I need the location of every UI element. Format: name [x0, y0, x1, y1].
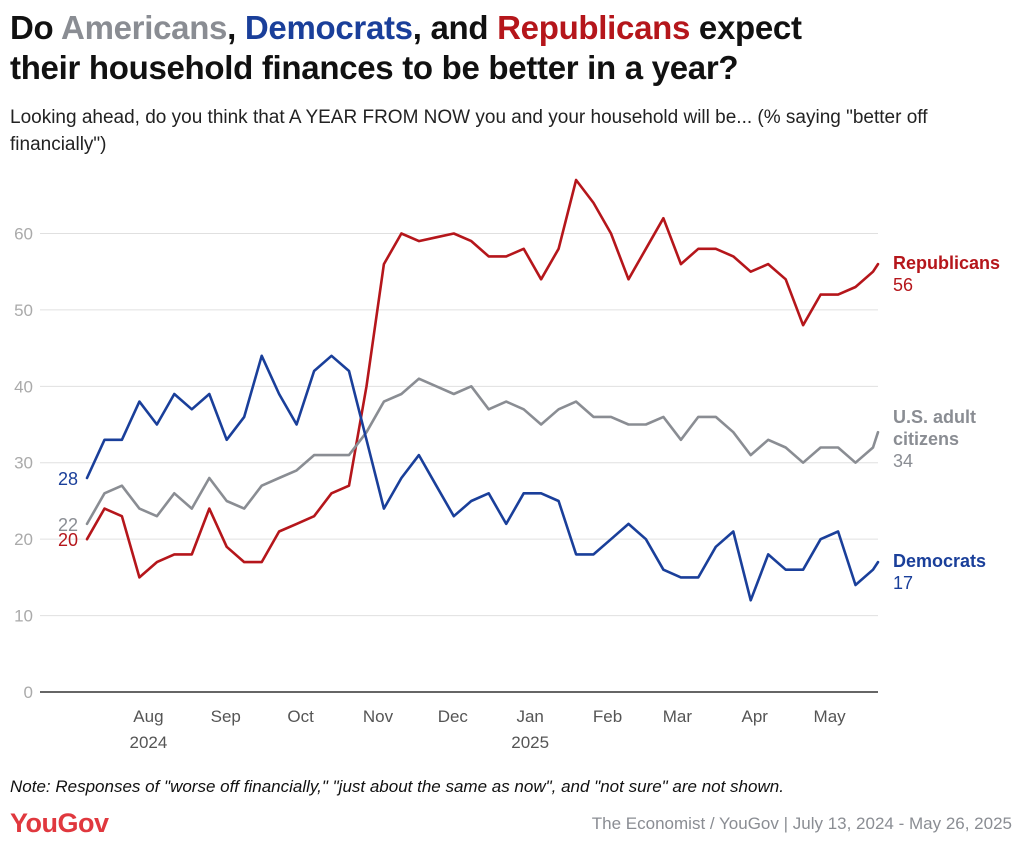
series-end-label: Republicans [893, 253, 1000, 273]
x-tick-label: Oct [287, 707, 314, 726]
chart-subtitle: Looking ahead, do you think that A YEAR … [10, 107, 928, 155]
source-credit: The Economist / YouGov | July 13, 2024 -… [591, 814, 1012, 833]
start-value-label: 28 [58, 469, 78, 489]
y-tick-label: 30 [14, 454, 33, 473]
series-line-democrats [85, 354, 880, 602]
title-text: expect [690, 9, 802, 46]
title-democrats: Democrats [244, 9, 413, 46]
x-tick-label: Jan [516, 707, 543, 726]
start-value-label: 20 [58, 530, 78, 550]
series-line-u-s-adult-citizens [85, 377, 880, 526]
yougov-logo: YouGov [10, 808, 109, 838]
series-end-value: 34 [893, 451, 913, 471]
series-end-value: 56 [893, 275, 913, 295]
chart-title: Do Americans, Democrats, and Republicans… [10, 8, 1010, 88]
y-tick-label: 50 [14, 301, 33, 320]
x-tick-label: May [814, 707, 847, 726]
start-value-label: 22 [58, 515, 78, 535]
series-end-label: U.S. adult [893, 407, 976, 427]
chart-note: Note: Responses of "worse off financiall… [10, 777, 784, 796]
x-tick-label: Feb [593, 707, 622, 726]
x-tick-year-label: 2024 [129, 733, 167, 752]
y-tick-label: 0 [24, 683, 33, 702]
series-end-label: Democrats [893, 551, 986, 571]
y-tick-label: 20 [14, 530, 33, 549]
title-text: , and [412, 9, 498, 46]
x-tick-label: Aug [133, 707, 163, 726]
x-tick-label: Nov [363, 707, 394, 726]
x-tick-label: Mar [663, 707, 693, 726]
series-end-value: 17 [893, 573, 913, 593]
line-chart: 0 10 20 30 40 50 60 Aug 2024 Sep Oct Nov Dec Jan 2025 F… [14, 178, 1000, 752]
title-text: Do [10, 9, 62, 46]
y-tick-label: 10 [14, 607, 33, 626]
y-tick-label: 60 [14, 224, 33, 243]
series-end-label: citizens [893, 429, 959, 449]
x-tick-year-label: 2025 [511, 733, 549, 752]
series-line-republicans [85, 178, 880, 579]
title-line2: their household finances to be better in… [10, 49, 739, 86]
x-tick-label: Sep [211, 707, 241, 726]
title-republicans: Republicans [497, 9, 691, 46]
x-tick-label: Dec [438, 707, 469, 726]
title-americans: Americans [61, 9, 228, 46]
y-tick-label: 40 [14, 377, 33, 396]
x-tick-label: Apr [742, 707, 769, 726]
title-text: , [227, 9, 245, 46]
